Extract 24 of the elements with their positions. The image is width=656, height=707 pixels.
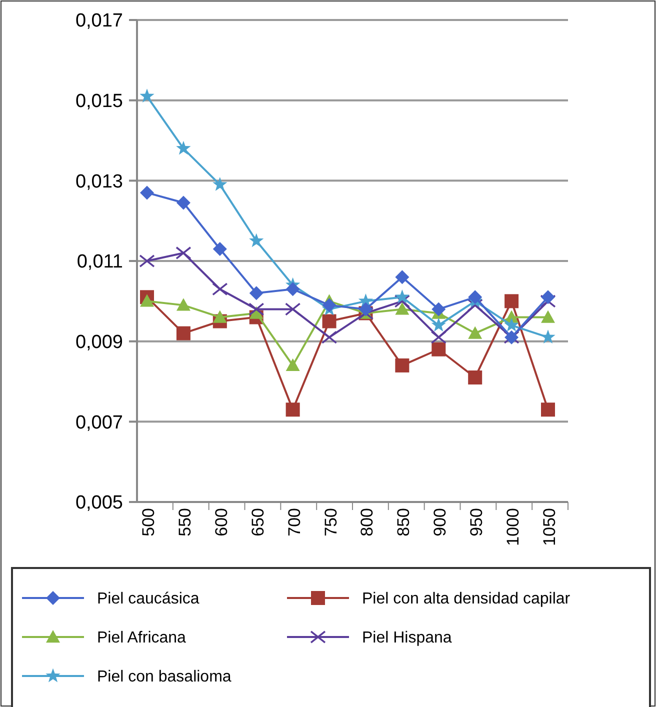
legend-label: Piel con alta densidad capilar [362, 590, 571, 608]
x-tick-label: 500 [139, 508, 158, 536]
y-tick-label: 0,007 [75, 412, 123, 434]
x-tick-label: 650 [248, 508, 268, 536]
y-tick-label: 0,009 [75, 332, 123, 353]
x-tick-label: 600 [212, 508, 231, 536]
x-tick-label: 550 [175, 508, 194, 536]
y-tick-label: 0,011 [76, 252, 123, 273]
x-tick-label: 750 [321, 508, 340, 536]
y-tick-label: 0,017 [75, 10, 123, 32]
legend-label: Piel con basalioma [97, 668, 232, 686]
legend-label: Piel Africana [97, 630, 186, 647]
x-tick-label: 800 [358, 508, 377, 536]
x-tick-label: 900 [430, 508, 450, 536]
x-tick-label: 850 [394, 508, 414, 536]
y-tick-label: 0,015 [75, 90, 123, 112]
x-tick-label: 1050 [540, 508, 559, 546]
x-tick-label: 950 [467, 508, 486, 536]
y-tick-label: 0,013 [75, 171, 123, 192]
x-tick-label: 1000 [504, 508, 523, 546]
legend-label: Piel caucásica [97, 590, 200, 608]
legend-label: Piel Hispana [362, 630, 452, 647]
x-tick-label: 700 [284, 508, 304, 536]
y-tick-label: 0,005 [75, 492, 123, 514]
